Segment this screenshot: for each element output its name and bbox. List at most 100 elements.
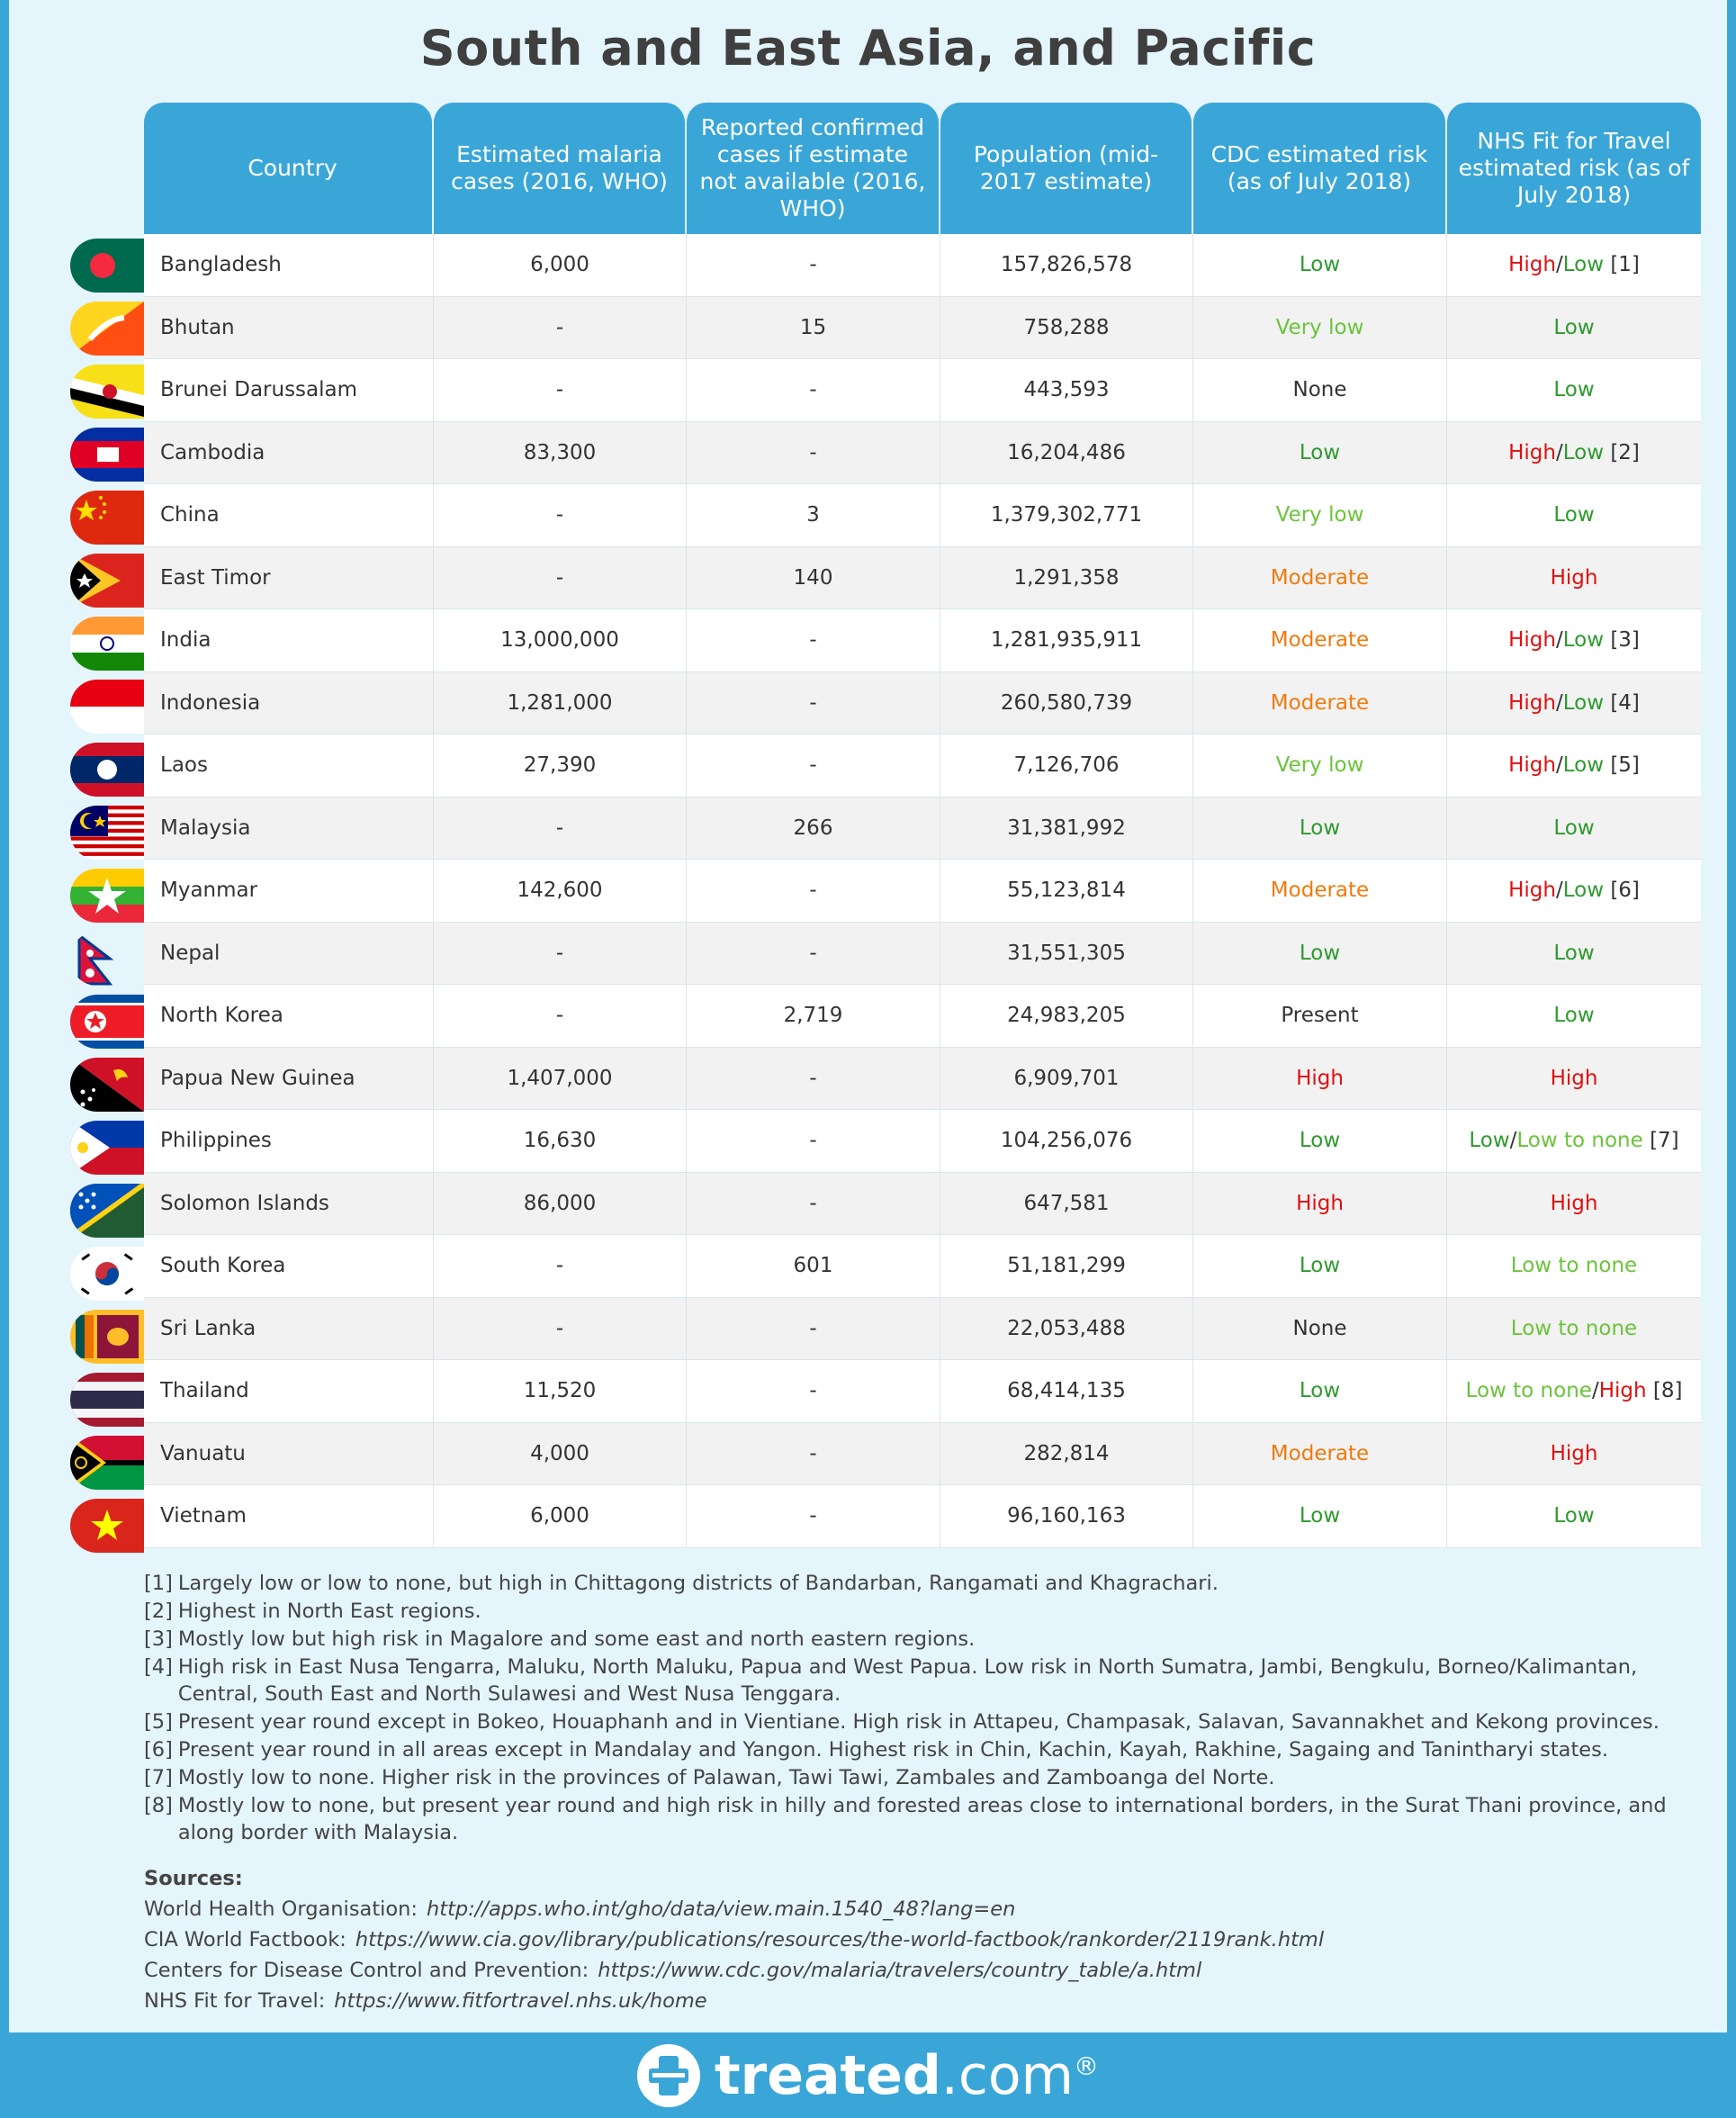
table-row: Sri Lanka - -22,053,488 None Low to none xyxy=(144,1297,1701,1360)
risk-text: Moderate xyxy=(1270,1441,1370,1465)
risk-text: Low xyxy=(1562,879,1605,903)
risk-text: [7] xyxy=(1642,1129,1679,1153)
country-name: China xyxy=(144,484,434,546)
nhs-risk: Low xyxy=(1447,1485,1701,1547)
nhs-risk: High / Low [1] xyxy=(1447,234,1701,296)
risk-text: Low xyxy=(1299,941,1341,965)
source-item: NHS Fit for Travel: https://www.fitfortra… xyxy=(144,1986,1324,2016)
risk-text: High xyxy=(1508,753,1556,778)
reported-cases: - xyxy=(687,1172,940,1234)
south-korea-flag xyxy=(70,1247,144,1301)
risk-text: Low xyxy=(1562,753,1605,778)
cdc-risk: Low xyxy=(1193,234,1447,296)
nhs-risk: High xyxy=(1447,1048,1701,1110)
source-item: Centers for Disease Control and Preventi… xyxy=(144,1955,1324,1986)
risk-text: / xyxy=(1555,753,1563,778)
reported-cases: - xyxy=(687,234,940,296)
source-link[interactable]: https://www.cia.gov/library/publications… xyxy=(355,1928,1325,1951)
footnote: [8] Mostly low to none, but present year … xyxy=(144,1792,1674,1846)
reported-cases: 2,719 xyxy=(687,985,940,1047)
risk-text: Low xyxy=(1553,1504,1595,1528)
table-row: Vietnam 6,000-96,160,163 Low Low xyxy=(144,1485,1701,1548)
risk-text: / xyxy=(1555,628,1563,653)
estimated-cases: 86,000 xyxy=(434,1172,687,1234)
country-name: Vanuatu xyxy=(144,1422,434,1484)
risk-text: Very low xyxy=(1275,753,1364,778)
footnote-ref: [7] xyxy=(144,1766,173,1789)
risk-text: High xyxy=(1296,1066,1344,1090)
population: 1,379,302,771 xyxy=(940,484,1193,546)
sources-heading: Sources: xyxy=(144,1867,243,1890)
estimated-cases: 27,390 xyxy=(434,735,687,797)
source-link[interactable]: http://apps.who.int/gho/data/view.main.1… xyxy=(427,1897,1016,1921)
country-name: India xyxy=(144,609,434,671)
estimated-cases: - xyxy=(434,1235,687,1297)
cdc-risk: None xyxy=(1193,1297,1447,1359)
country-name: Laos xyxy=(144,735,434,797)
risk-text: Low xyxy=(1299,1254,1341,1278)
risk-text: High xyxy=(1508,253,1556,277)
table-row: North Korea -2,719 24,983,205 Present Low xyxy=(144,985,1701,1048)
risk-text: Low to none xyxy=(1510,1316,1638,1340)
country-name: Bangladesh xyxy=(144,234,434,296)
population: 1,291,358 xyxy=(940,546,1193,608)
risk-text: High xyxy=(1550,1441,1598,1465)
risk-text: Low xyxy=(1299,816,1341,840)
risk-text: High xyxy=(1508,440,1556,464)
nhs-risk: High xyxy=(1447,1173,1701,1235)
risk-text: / xyxy=(1555,253,1563,277)
table-row: India 13,000,000-1,281,935,911 Moderate Hig… xyxy=(144,609,1701,672)
estimated-cases: 13,000,000 xyxy=(434,609,687,671)
bhutan-flag xyxy=(70,302,144,356)
estimated-cases: - xyxy=(434,797,687,859)
risk-text: [4] xyxy=(1604,690,1640,715)
cdc-risk: Low xyxy=(1193,1360,1447,1422)
cdc-risk: Moderate xyxy=(1193,860,1447,922)
footnote-ref: [6] xyxy=(144,1738,173,1762)
nhs-risk: High / Low [6] xyxy=(1447,860,1701,922)
papua-new-guinea-flag xyxy=(70,1058,144,1112)
population: 31,381,992 xyxy=(940,797,1193,859)
nhs-risk: Low xyxy=(1447,923,1701,985)
india-flag xyxy=(70,617,144,671)
country-name: South Korea xyxy=(144,1235,434,1297)
table-row: Laos 27,390-7,126,706 Very low High / Low [5] xyxy=(144,735,1701,798)
risk-text: Very low xyxy=(1275,315,1364,339)
reported-cases: 3 xyxy=(687,484,940,546)
footnote: [7] Mostly low to none. Higher risk in th… xyxy=(144,1764,1674,1791)
risk-text: Low to none xyxy=(1516,1129,1643,1153)
estimated-cases: - xyxy=(434,985,687,1047)
risk-text: Low xyxy=(1553,315,1595,339)
footnote-text: Mostly low but high risk in Magalore and… xyxy=(177,1627,976,1651)
cdc-risk: Moderate xyxy=(1193,1422,1447,1484)
table-row: Malaysia -266 31,381,992 Low Low xyxy=(144,797,1701,860)
risk-text: [5] xyxy=(1604,753,1640,778)
population: 443,593 xyxy=(940,359,1193,421)
estimated-cases: - xyxy=(434,546,687,608)
nhs-risk: High / Low [5] xyxy=(1447,735,1701,797)
population: 31,551,305 xyxy=(940,922,1193,984)
laos-flag xyxy=(70,743,144,797)
population: 68,414,135 xyxy=(940,1360,1193,1422)
reported-cases: - xyxy=(687,671,940,734)
table-row: Solomon Islands 86,000-647,581 High High xyxy=(144,1172,1701,1235)
source-item: World Health Organisation: http://apps.wh… xyxy=(144,1894,1324,1924)
risk-text: / xyxy=(1509,1129,1517,1153)
risk-text: / xyxy=(1591,1379,1599,1403)
reported-cases: - xyxy=(687,922,940,984)
nhs-risk: High / Low [2] xyxy=(1447,422,1701,484)
treated-logo-icon xyxy=(637,2043,700,2107)
estimated-cases: - xyxy=(434,359,687,421)
footnote-ref: [3] xyxy=(144,1627,173,1651)
footnote-ref: [8] xyxy=(144,1794,173,1817)
nhs-risk: Low xyxy=(1447,297,1701,359)
source-link[interactable]: https://www.cdc.gov/malaria/travelers/co… xyxy=(598,1959,1202,1982)
source-link[interactable]: https://www.fitfortravel.nhs.uk/home xyxy=(334,1989,707,2013)
estimated-cases: - xyxy=(434,922,687,984)
footnote-ref: [5] xyxy=(144,1710,173,1734)
risk-text: High xyxy=(1508,628,1556,653)
nhs-risk: Low to none xyxy=(1447,1235,1701,1297)
risk-text: [3] xyxy=(1604,628,1640,653)
footnote-ref: [2] xyxy=(144,1600,173,1623)
brand-name: treated.com® xyxy=(715,2043,1099,2107)
